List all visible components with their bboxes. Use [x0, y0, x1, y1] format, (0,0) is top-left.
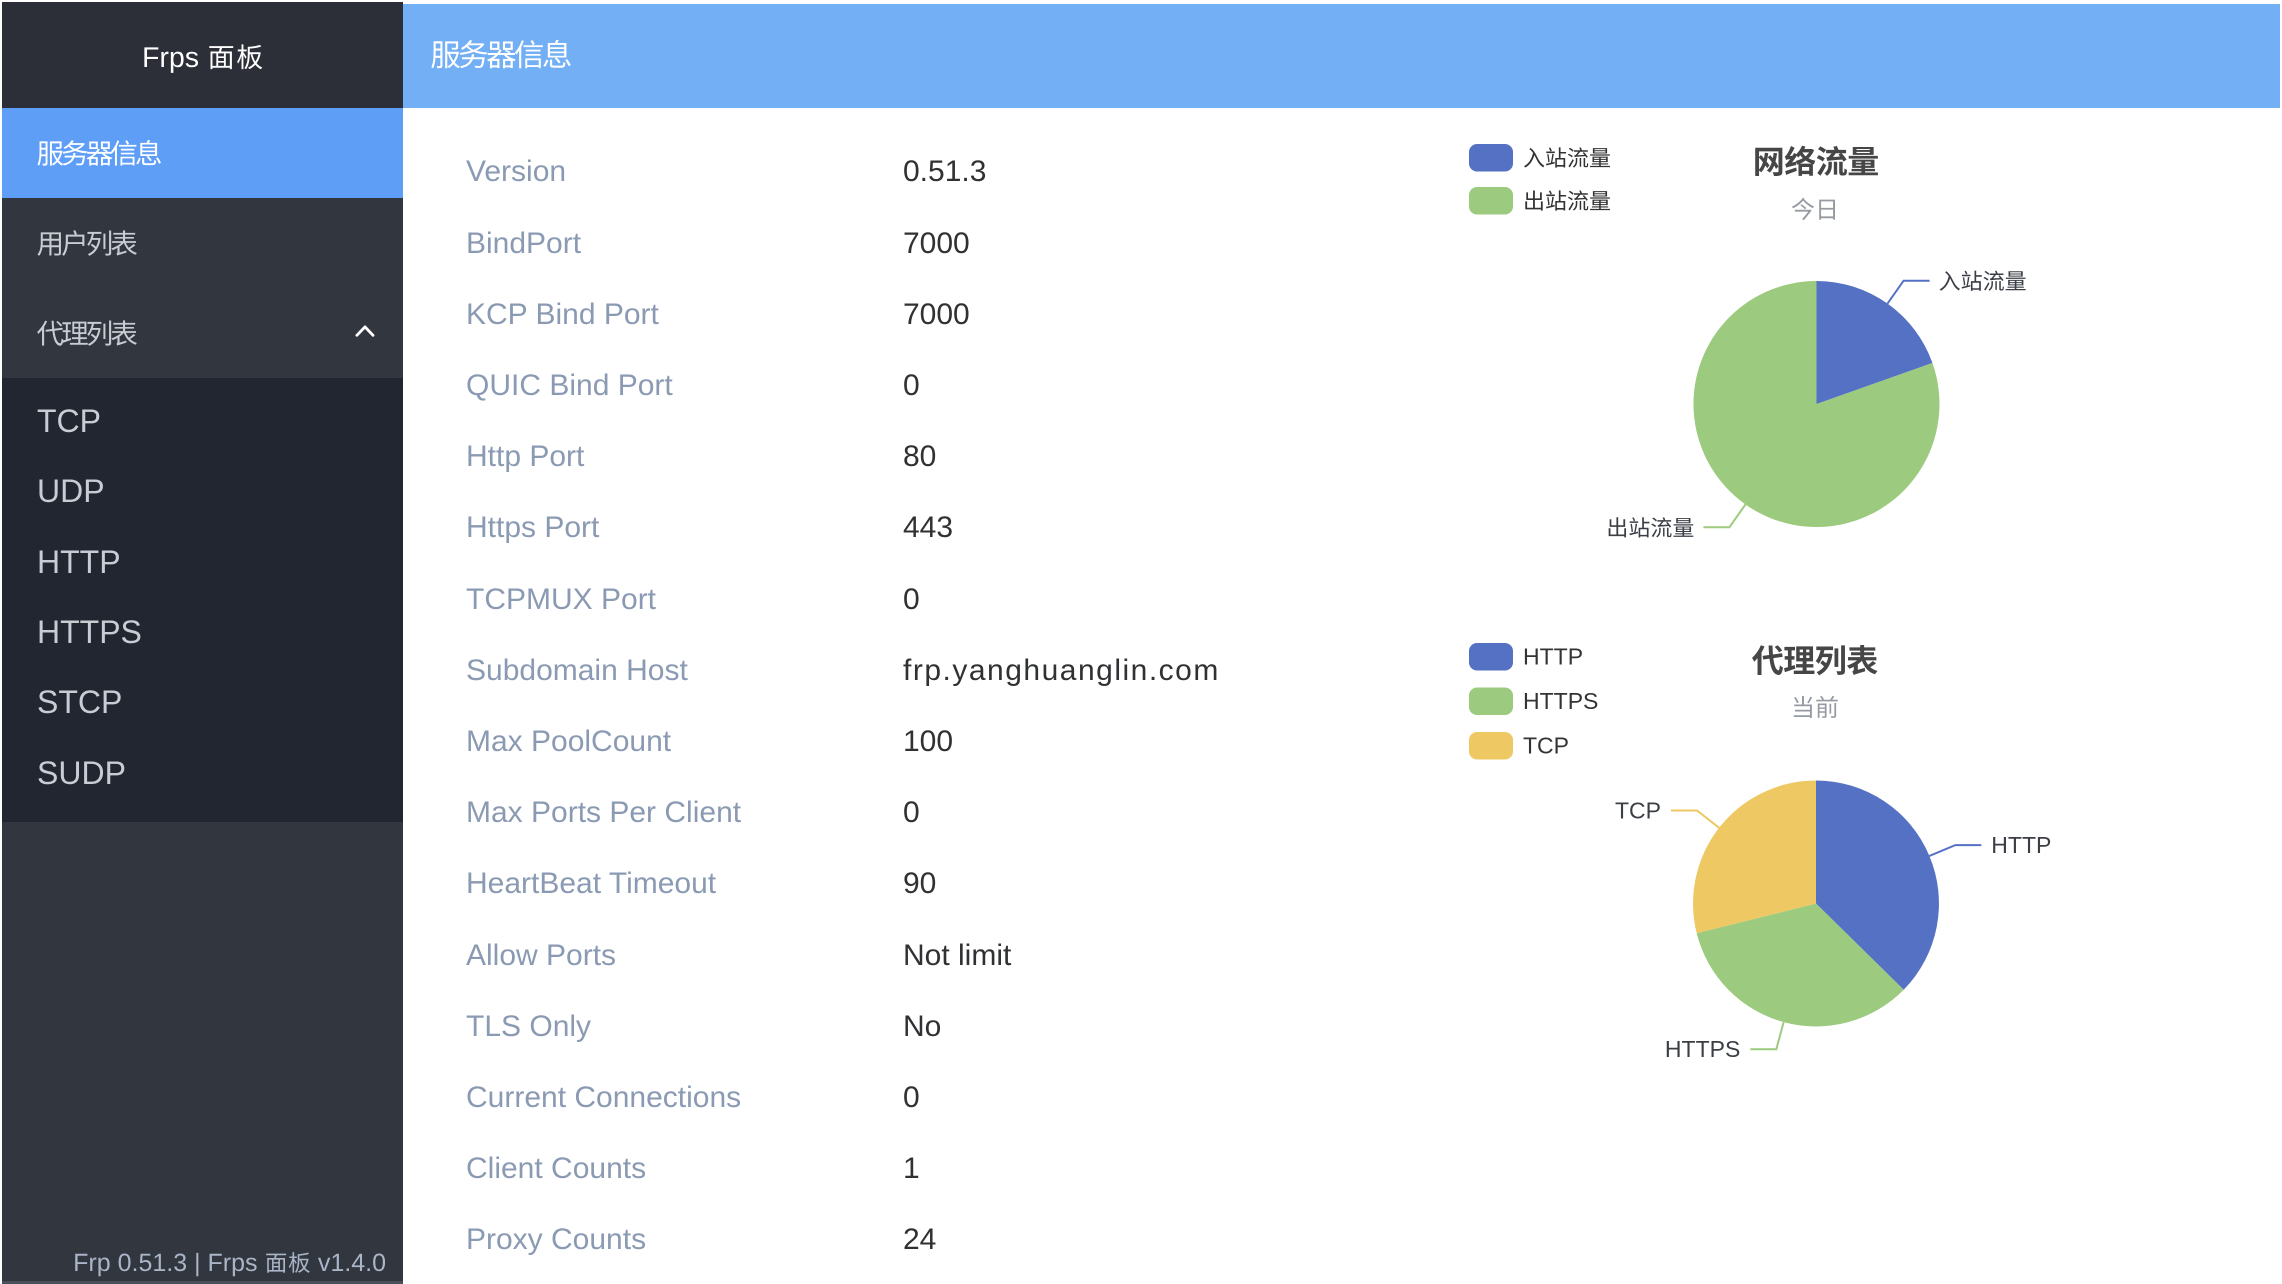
- svg-text:HTTP: HTTP: [1991, 832, 2051, 858]
- svg-text:HTTP: HTTP: [1523, 644, 1583, 670]
- svg-text:HTTPS: HTTPS: [1523, 688, 1598, 714]
- svg-text:TCP: TCP: [1615, 798, 1661, 824]
- svg-text:TCP: TCP: [1523, 733, 1569, 759]
- svg-text:HTTPS: HTTPS: [1665, 1036, 1740, 1062]
